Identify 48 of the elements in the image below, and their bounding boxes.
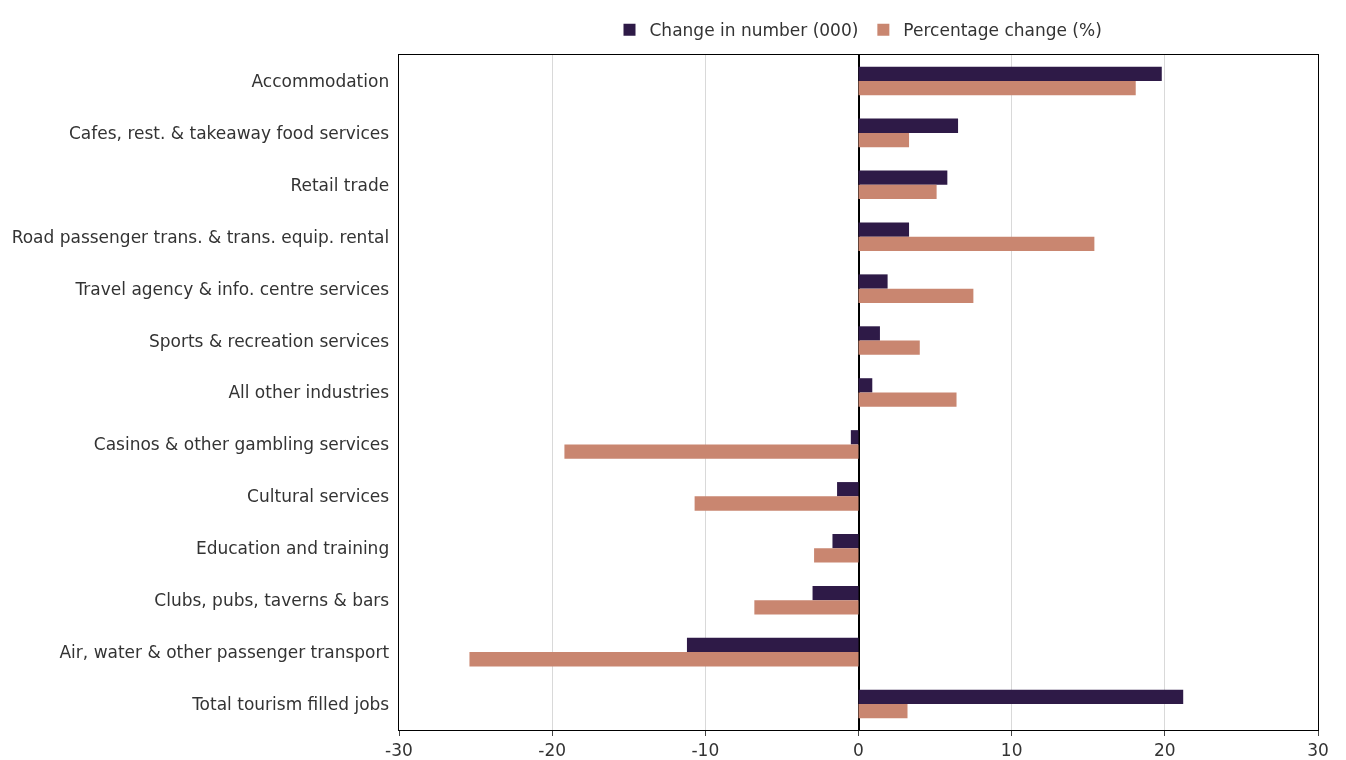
y-tick-label: Cultural services [247, 486, 395, 507]
x-tick-label: 30 [1307, 740, 1329, 760]
bar [850, 430, 859, 445]
bar [686, 637, 859, 653]
bar [812, 585, 859, 601]
bar [858, 340, 920, 355]
y-tick-label: Road passenger trans. & trans. equip. rental [11, 226, 395, 247]
y-tick-label: Travel agency & info. centre services [74, 278, 395, 299]
y-tick-label: Education and training [195, 538, 395, 559]
y-tick-label: Casinos & other gambling services [93, 434, 395, 455]
y-tick-label: Total tourism filled jobs [191, 693, 395, 714]
bar [858, 80, 1136, 96]
bar [694, 496, 859, 511]
bar [858, 118, 959, 133]
bar [858, 326, 880, 341]
x-tick-label: -30 [385, 740, 413, 760]
bar [858, 170, 948, 185]
y-tick-label: Cafes, rest. & takeaway food services [69, 122, 395, 143]
bar [858, 132, 910, 148]
bar [858, 689, 1184, 705]
bar [858, 704, 908, 719]
bar [858, 66, 1162, 81]
x-tick-label: 10 [1000, 740, 1023, 760]
bar [858, 184, 937, 200]
y-tick-label: Air, water & other passenger transport [59, 642, 395, 663]
bar [858, 392, 957, 407]
bar [564, 444, 859, 459]
bar [858, 236, 1095, 252]
x-tick-label: -20 [538, 740, 567, 760]
bar [858, 274, 888, 289]
y-tick-label: Accommodation [251, 70, 395, 91]
bar [832, 533, 859, 549]
x-tick-label: 0 [853, 740, 864, 760]
bar [754, 600, 859, 615]
y-tick-label: Sports & recreation services [148, 330, 395, 351]
bar [858, 378, 873, 393]
y-tick-label: Retail trade [290, 174, 395, 195]
bar [469, 652, 859, 667]
y-tick-label: Clubs, pubs, taverns & bars [154, 590, 395, 611]
legend-label: Change in number (000) [649, 20, 859, 41]
bar [814, 548, 859, 563]
bar [837, 482, 859, 497]
x-tick-label: -10 [691, 740, 720, 760]
bar [858, 288, 974, 303]
legend-label: Percentage change (%) [903, 20, 1102, 41]
y-tick-label: All other industries [228, 382, 395, 403]
x-tick-label: 20 [1154, 740, 1176, 760]
bar [858, 222, 910, 237]
